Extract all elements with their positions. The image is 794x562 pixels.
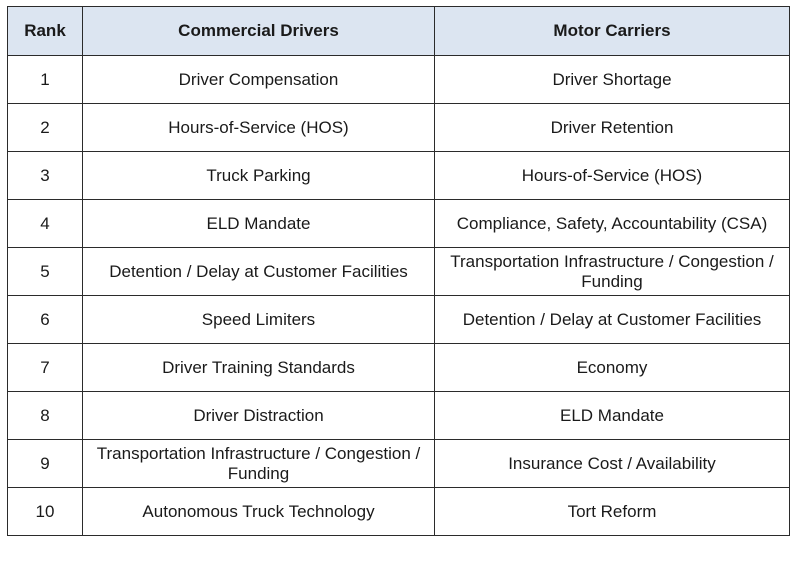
rank-cell: 9 xyxy=(7,439,83,488)
rank-cell: 4 xyxy=(7,199,83,248)
table-row: 9 Transportation Infrastructure / Conges… xyxy=(7,439,790,488)
header-rank: Rank xyxy=(7,6,83,56)
carrier-issue-cell: Detention / Delay at Customer Facilities xyxy=(434,295,790,344)
driver-issue-cell: Detention / Delay at Customer Facilities xyxy=(82,247,435,296)
rank-cell: 10 xyxy=(7,487,83,536)
table-row: 3 Truck Parking Hours-of-Service (HOS) xyxy=(7,151,790,200)
carrier-issue-cell: Hours-of-Service (HOS) xyxy=(434,151,790,200)
driver-issue-cell: Driver Compensation xyxy=(82,55,435,104)
driver-issue-cell: Driver Distraction xyxy=(82,391,435,440)
driver-issue-cell: Transportation Infrastructure / Congesti… xyxy=(82,439,435,488)
rank-cell: 5 xyxy=(7,247,83,296)
table-row: 10 Autonomous Truck Technology Tort Refo… xyxy=(7,487,790,536)
table-row: 5 Detention / Delay at Customer Faciliti… xyxy=(7,247,790,296)
table-row: 8 Driver Distraction ELD Mandate xyxy=(7,391,790,440)
carrier-issue-cell: Transportation Infrastructure / Congesti… xyxy=(434,247,790,296)
rank-cell: 8 xyxy=(7,391,83,440)
carrier-issue-cell: ELD Mandate xyxy=(434,391,790,440)
driver-issue-cell: Driver Training Standards xyxy=(82,343,435,392)
header-motor-carriers: Motor Carriers xyxy=(434,6,790,56)
header-commercial-drivers: Commercial Drivers xyxy=(82,6,435,56)
driver-issue-cell: Autonomous Truck Technology xyxy=(82,487,435,536)
carrier-issue-cell: Insurance Cost / Availability xyxy=(434,439,790,488)
table-row: 4 ELD Mandate Compliance, Safety, Accoun… xyxy=(7,199,790,248)
table-row: 7 Driver Training Standards Economy xyxy=(7,343,790,392)
driver-issue-cell: Hours-of-Service (HOS) xyxy=(82,103,435,152)
carrier-issue-cell: Driver Retention xyxy=(434,103,790,152)
table-header: Rank Commercial Drivers Motor Carriers xyxy=(7,6,790,56)
carrier-issue-cell: Compliance, Safety, Accountability (CSA) xyxy=(434,199,790,248)
table-row: 1 Driver Compensation Driver Shortage xyxy=(7,55,790,104)
rank-cell: 6 xyxy=(7,295,83,344)
carrier-issue-cell: Driver Shortage xyxy=(434,55,790,104)
header-row: Rank Commercial Drivers Motor Carriers xyxy=(7,6,790,56)
carrier-issue-cell: Tort Reform xyxy=(434,487,790,536)
table-row: 2 Hours-of-Service (HOS) Driver Retentio… xyxy=(7,103,790,152)
rank-cell: 2 xyxy=(7,103,83,152)
table-body: 1 Driver Compensation Driver Shortage 2 … xyxy=(7,55,790,536)
driver-issue-cell: Truck Parking xyxy=(82,151,435,200)
rank-cell: 3 xyxy=(7,151,83,200)
rankings-table: Rank Commercial Drivers Motor Carriers 1… xyxy=(7,6,790,536)
rank-cell: 1 xyxy=(7,55,83,104)
carrier-issue-cell: Economy xyxy=(434,343,790,392)
driver-issue-cell: ELD Mandate xyxy=(82,199,435,248)
rank-cell: 7 xyxy=(7,343,83,392)
driver-issue-cell: Speed Limiters xyxy=(82,295,435,344)
table-row: 6 Speed Limiters Detention / Delay at Cu… xyxy=(7,295,790,344)
